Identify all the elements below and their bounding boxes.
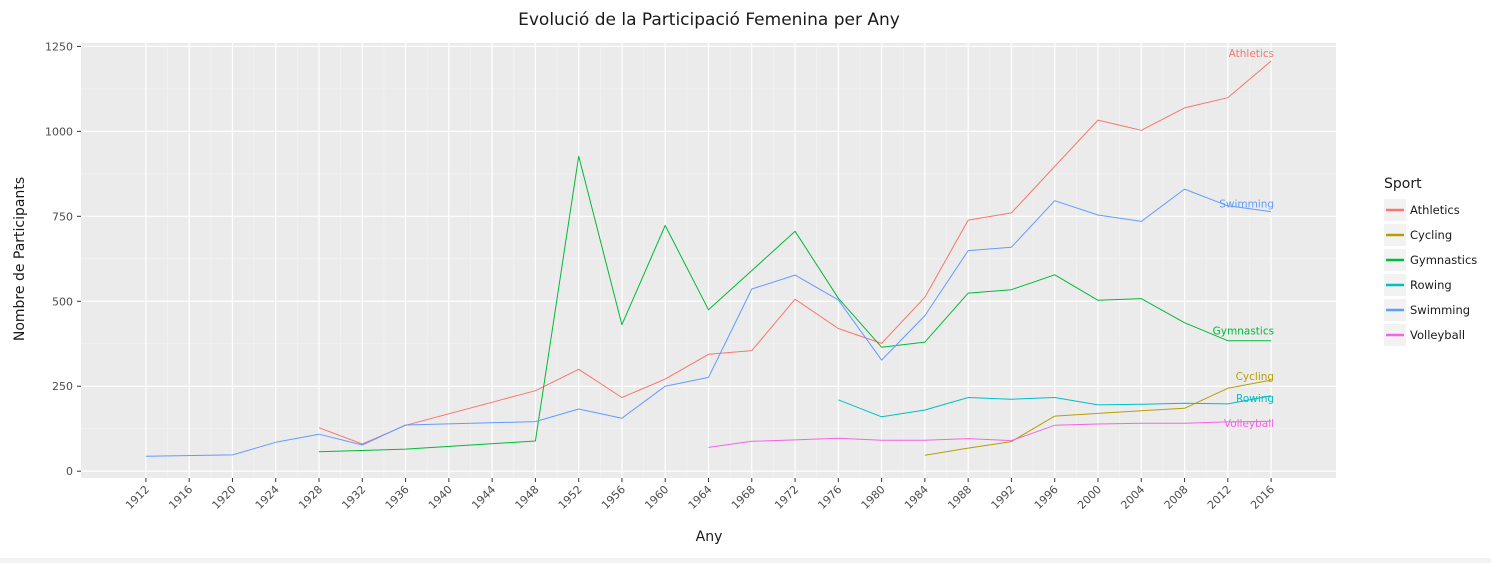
y-tick-label: 500 [52,295,73,308]
x-tick-label: 1980 [859,483,888,512]
series-line-volleyball [708,420,1272,448]
legend-label: Athletics [1410,203,1460,217]
x-axis-title: Any [696,529,723,545]
x-tick-label: 2016 [1248,483,1277,512]
legend-label: Gymnastics [1410,253,1477,267]
series-end-label: Gymnastics [1213,326,1274,338]
legend-label: Swimming [1410,303,1470,317]
series-lines [145,60,1272,457]
series-end-label: Rowing [1236,393,1274,405]
bottom-strip [0,558,1491,563]
series-end-label: Cycling [1236,371,1274,383]
x-tick-label: 2004 [1118,483,1147,512]
y-tick-label: 1000 [45,125,73,138]
x-tick-label: 1924 [253,483,282,512]
legend-label: Rowing [1410,278,1452,292]
y-tick-label: 0 [66,465,73,478]
x-tick-label: 2000 [1075,483,1104,512]
x-tick-label: 1932 [339,483,368,512]
gridlines [81,43,1336,478]
x-tick-label: 1928 [296,483,325,512]
y-tick-label: 750 [52,210,73,223]
y-axis-title: Nombre de Participants [12,177,28,341]
legend-label: Cycling [1410,228,1452,242]
x-tick-label: 1952 [556,483,585,512]
x-tick-label: 1936 [383,483,412,512]
series-line-athletics [318,60,1272,445]
chart-title: Evolució de la Participació Femenina per… [518,10,900,30]
x-tick-label: 1912 [123,483,152,512]
x-tick-label: 1964 [686,483,715,512]
x-tick-label: 1968 [729,483,758,512]
x-tick-label: 1972 [772,483,801,512]
series-line-swimming [145,188,1272,457]
x-tick-label: 1984 [902,483,931,512]
x-tick-label: 1956 [599,483,628,512]
series-end-label: Volleyball [1224,418,1274,430]
legend-label: Volleyball [1410,328,1465,342]
x-tick-label: 2012 [1205,483,1234,512]
x-tick-label: 2008 [1162,483,1191,512]
x-tick-label: 1916 [166,483,195,512]
series-end-labels: Athletics Cycling Gymnastics Rowing Swimming… [1213,48,1274,430]
y-tick-label: 250 [52,380,73,393]
y-tick-label: 1250 [45,40,73,53]
x-tick-label: 1940 [426,483,455,512]
legend: Athletics Cycling Gymnastics Rowing Swimming… [1384,199,1477,346]
x-tick-label: 1996 [1032,483,1061,512]
x-tick-label: 1988 [945,483,974,512]
x-tick-label: 1948 [513,483,542,512]
series-line-rowing [838,395,1272,418]
x-tick-label: 1976 [815,483,844,512]
x-tick-label: 1920 [210,483,239,512]
series-end-label: Swimming [1219,199,1274,211]
series-end-label: Athletics [1229,48,1274,60]
x-tick-label: 1960 [642,483,671,512]
series-line-cycling [924,379,1272,456]
legend-title: Sport [1384,176,1422,192]
series-line-gymnastics [318,155,1272,453]
x-tick-label: 1944 [469,483,498,512]
x-tick-label: 1992 [989,483,1018,512]
